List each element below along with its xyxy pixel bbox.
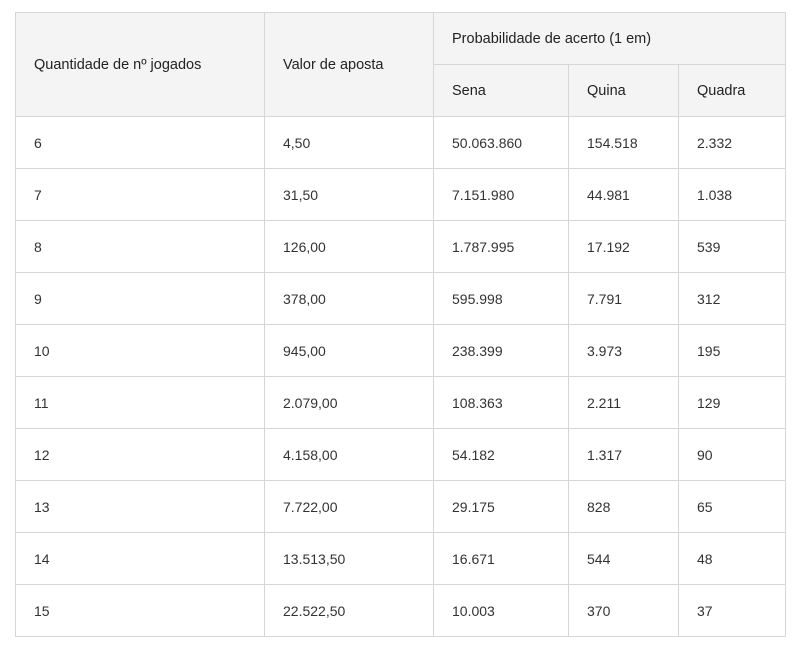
- cell-quantity: 8: [15, 220, 265, 273]
- cell-sena: 10.003: [433, 584, 569, 637]
- odds-table: Quantidade de nº jogados Valor de aposta…: [15, 12, 787, 637]
- cell-bet-value: 2.079,00: [264, 376, 434, 429]
- header-probability-group: Probabilidade de acerto (1 em): [432, 12, 787, 65]
- cell-quadra: 539: [677, 220, 787, 273]
- cell-quina: 544: [568, 532, 679, 585]
- table-row: 13 7.722,00 29.175 828 65: [15, 480, 787, 533]
- header-row: Quantidade de nº jogados Valor de aposta…: [15, 12, 787, 117]
- cell-sena: 54.182: [433, 428, 569, 481]
- cell-quina: 7.791: [568, 272, 679, 325]
- cell-quadra: 129: [677, 376, 787, 429]
- cell-quadra: 48: [677, 532, 787, 585]
- cell-quina: 154.518: [568, 116, 679, 169]
- table-row: 15 22.522,50 10.003 370 37: [15, 584, 787, 637]
- cell-quantity: 7: [15, 168, 265, 221]
- cell-sena: 1.787.995: [433, 220, 569, 273]
- cell-quantity: 6: [15, 116, 265, 169]
- cell-sena: 595.998: [433, 272, 569, 325]
- cell-bet-value: 4,50: [264, 116, 434, 169]
- cell-bet-value: 126,00: [264, 220, 434, 273]
- cell-quantity: 9: [15, 272, 265, 325]
- header-quantity: Quantidade de nº jogados: [15, 12, 265, 117]
- cell-quina: 1.317: [568, 428, 679, 481]
- cell-sena: 50.063.860: [433, 116, 569, 169]
- table-row: 10 945,00 238.399 3.973 195: [15, 324, 787, 377]
- cell-quadra: 195: [677, 324, 787, 377]
- cell-sena: 29.175: [433, 480, 569, 533]
- cell-bet-value: 31,50: [264, 168, 434, 221]
- cell-bet-value: 378,00: [264, 272, 434, 325]
- cell-quina: 3.973: [568, 324, 679, 377]
- cell-bet-value: 945,00: [264, 324, 434, 377]
- cell-sena: 16.671: [433, 532, 569, 585]
- table-row: 7 31,50 7.151.980 44.981 1.038: [15, 168, 787, 221]
- cell-quantity: 12: [15, 428, 265, 481]
- table-header: Quantidade de nº jogados Valor de aposta…: [15, 12, 787, 117]
- cell-sena: 108.363: [433, 376, 569, 429]
- cell-quina: 370: [568, 584, 679, 637]
- cell-quina: 44.981: [568, 168, 679, 221]
- cell-quadra: 65: [677, 480, 787, 533]
- header-subrow: Sena Quina Quadra: [16, 64, 787, 117]
- cell-sena: 7.151.980: [433, 168, 569, 221]
- cell-sena: 238.399: [433, 324, 569, 377]
- table-body: 6 4,50 50.063.860 154.518 2.332 7 31,50 …: [15, 116, 787, 637]
- cell-quadra: 90: [677, 428, 787, 481]
- cell-quantity: 14: [15, 532, 265, 585]
- table-row: 8 126,00 1.787.995 17.192 539: [15, 220, 787, 273]
- header-quina: Quina: [568, 64, 679, 117]
- cell-bet-value: 4.158,00: [264, 428, 434, 481]
- cell-quantity: 11: [15, 376, 265, 429]
- table-row: 9 378,00 595.998 7.791 312: [15, 272, 787, 325]
- cell-quantity: 15: [15, 584, 265, 637]
- cell-bet-value: 7.722,00: [264, 480, 434, 533]
- cell-quadra: 37: [677, 584, 787, 637]
- header-quadra: Quadra: [677, 64, 787, 117]
- header-sena: Sena: [433, 64, 569, 117]
- cell-bet-value: 13.513,50: [264, 532, 434, 585]
- cell-quina: 17.192: [568, 220, 679, 273]
- cell-quina: 828: [568, 480, 679, 533]
- cell-quina: 2.211: [568, 376, 679, 429]
- table-row: 12 4.158,00 54.182 1.317 90: [15, 428, 787, 481]
- table-row: 11 2.079,00 108.363 2.211 129: [15, 376, 787, 429]
- table-row: 14 13.513,50 16.671 544 48: [15, 532, 787, 585]
- header-bet-value: Valor de aposta: [264, 12, 434, 117]
- cell-bet-value: 22.522,50: [264, 584, 434, 637]
- cell-quadra: 312: [677, 272, 787, 325]
- table-row: 6 4,50 50.063.860 154.518 2.332: [15, 116, 787, 169]
- cell-quantity: 10: [15, 324, 265, 377]
- cell-quadra: 2.332: [677, 116, 787, 169]
- cell-quadra: 1.038: [677, 168, 787, 221]
- cell-quantity: 13: [15, 480, 265, 533]
